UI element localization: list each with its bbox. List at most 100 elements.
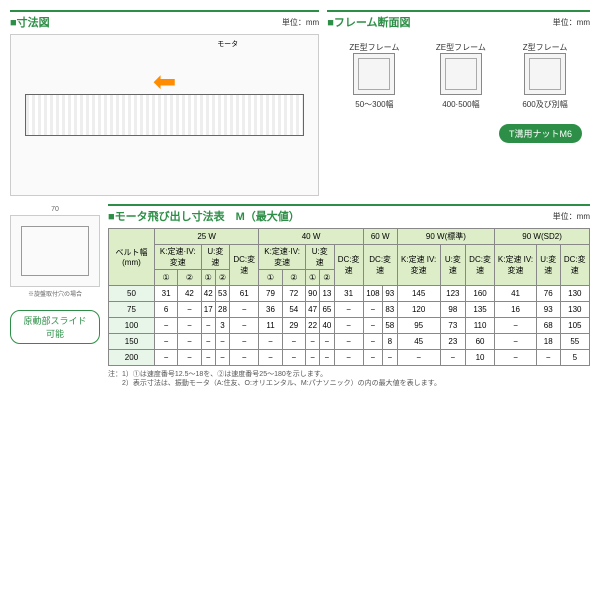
- table-cell: −: [230, 350, 259, 366]
- table-cell: 8: [383, 334, 398, 350]
- frame-item: ZE型フレーム 50～300幅: [349, 42, 399, 110]
- table-cell: −: [230, 302, 259, 318]
- table-cell: 68: [536, 318, 560, 334]
- dimensions-title: ■寸法図: [10, 14, 50, 30]
- table-cell: 18: [536, 334, 560, 350]
- motor-label: モータ: [217, 39, 238, 49]
- belt-width-cell: 100: [109, 318, 155, 334]
- table-cell: 42: [178, 286, 201, 302]
- sub-header: K:定速·IV:変速: [154, 245, 201, 270]
- table-cell: −: [259, 334, 282, 350]
- table-cell: 31: [154, 286, 177, 302]
- table-cell: 60: [465, 334, 494, 350]
- table-cell: 135: [465, 302, 494, 318]
- table-cell: −: [305, 350, 319, 366]
- circled-header: ①: [201, 270, 215, 286]
- motor-table-title: ■モータ飛び出し寸法表 M（最大値）: [108, 208, 300, 224]
- table-cell: −: [363, 334, 382, 350]
- frame-width: 600及び別幅: [522, 99, 567, 110]
- wattage-header: 25 W: [154, 229, 258, 245]
- circled-header: ②: [215, 270, 229, 286]
- table-cell: −: [201, 334, 215, 350]
- table-cell: −: [334, 302, 363, 318]
- table-cell: 76: [536, 286, 560, 302]
- dimensions-diagram: ⬅ モータ: [10, 34, 319, 196]
- table-cell: 28: [215, 302, 229, 318]
- table-cell: −: [154, 350, 177, 366]
- table-cell: −: [320, 334, 334, 350]
- table-cell: −: [495, 318, 537, 334]
- table-cell: −: [334, 334, 363, 350]
- table-cell: 130: [560, 286, 589, 302]
- table-cell: −: [495, 334, 537, 350]
- table-cell: 10: [465, 350, 494, 366]
- table-cell: 72: [282, 286, 305, 302]
- table-cell: −: [305, 334, 319, 350]
- table-cell: 17: [201, 302, 215, 318]
- direction-arrow: ⬅: [153, 65, 176, 98]
- table-cell: −: [397, 350, 440, 366]
- frame-width: 50～300幅: [349, 99, 399, 110]
- table-cell: 5: [560, 350, 589, 366]
- wattage-header: 90 W(標準): [397, 229, 495, 245]
- table-cell: −: [440, 350, 465, 366]
- table-cell: 3: [215, 318, 229, 334]
- belt-width-cell: 200: [109, 350, 155, 366]
- note-1: 注：1）①は速度番号12.5～18を、②は速度番号25～180を示します。: [108, 370, 590, 379]
- table-cell: 120: [397, 302, 440, 318]
- small-note: ※旋盤取付穴の場合: [10, 289, 100, 298]
- table-cell: −: [536, 350, 560, 366]
- frame-width: 400·500幅: [436, 99, 486, 110]
- belt-width-header: ベルト幅 (mm): [109, 229, 155, 286]
- table-cell: −: [178, 334, 201, 350]
- note-2: 2）表示寸法は、振動モータ（A:住友、O:オリエンタル、M:パナソニック）の内の…: [108, 379, 590, 388]
- motor-table-unit: 単位：mm: [553, 211, 590, 222]
- belt-width-cell: 150: [109, 334, 155, 350]
- sub-header: DC:変速: [560, 245, 589, 286]
- small-dim-top: 70: [10, 206, 100, 213]
- table-cell: −: [215, 334, 229, 350]
- circled-header: ①: [259, 270, 282, 286]
- table-cell: 79: [259, 286, 282, 302]
- table-cell: −: [334, 350, 363, 366]
- table-cell: 16: [495, 302, 537, 318]
- dimensions-header: ■寸法図 単位：mm: [10, 10, 319, 30]
- table-cell: 123: [440, 286, 465, 302]
- table-cell: −: [215, 350, 229, 366]
- sub-header: U:変速: [440, 245, 465, 286]
- table-cell: −: [259, 350, 282, 366]
- circled-header: ②: [320, 270, 334, 286]
- sub-header: K:定速 IV:変速: [495, 245, 537, 286]
- table-cell: 130: [560, 302, 589, 318]
- table-cell: 105: [560, 318, 589, 334]
- table-cell: 93: [536, 302, 560, 318]
- crosssection-unit: 単位：mm: [553, 17, 590, 28]
- table-cell: 108: [363, 286, 382, 302]
- table-cell: −: [201, 318, 215, 334]
- table-cell: 47: [305, 302, 319, 318]
- table-cell: 73: [440, 318, 465, 334]
- sub-header: DC:変速: [363, 245, 397, 286]
- table-cell: −: [363, 350, 382, 366]
- table-cell: −: [154, 334, 177, 350]
- sub-header: U:変速: [305, 245, 334, 270]
- table-cell: 93: [383, 286, 398, 302]
- table-cell: 83: [383, 302, 398, 318]
- table-cell: −: [201, 350, 215, 366]
- table-cell: −: [178, 302, 201, 318]
- table-cell: 61: [230, 286, 259, 302]
- frame-label: Z型フレーム: [522, 42, 567, 53]
- table-cell: −: [363, 318, 382, 334]
- wattage-header: 90 W(SD2): [495, 229, 590, 245]
- table-cell: −: [282, 334, 305, 350]
- table-cell: −: [230, 334, 259, 350]
- table-cell: 145: [397, 286, 440, 302]
- motor-dimensions-table: ベルト幅 (mm) 25 W 40 W 60 W 90 W(標準) 90 W(S…: [108, 228, 590, 366]
- frame-label: ZE型フレーム: [349, 42, 399, 53]
- table-cell: −: [282, 350, 305, 366]
- table-cell: 41: [495, 286, 537, 302]
- slide-badge: 原動部スライド可能: [10, 310, 100, 344]
- table-cell: 58: [383, 318, 398, 334]
- crosssection-header: ■フレーム断面図 単位：mm: [327, 10, 590, 30]
- table-cell: 55: [560, 334, 589, 350]
